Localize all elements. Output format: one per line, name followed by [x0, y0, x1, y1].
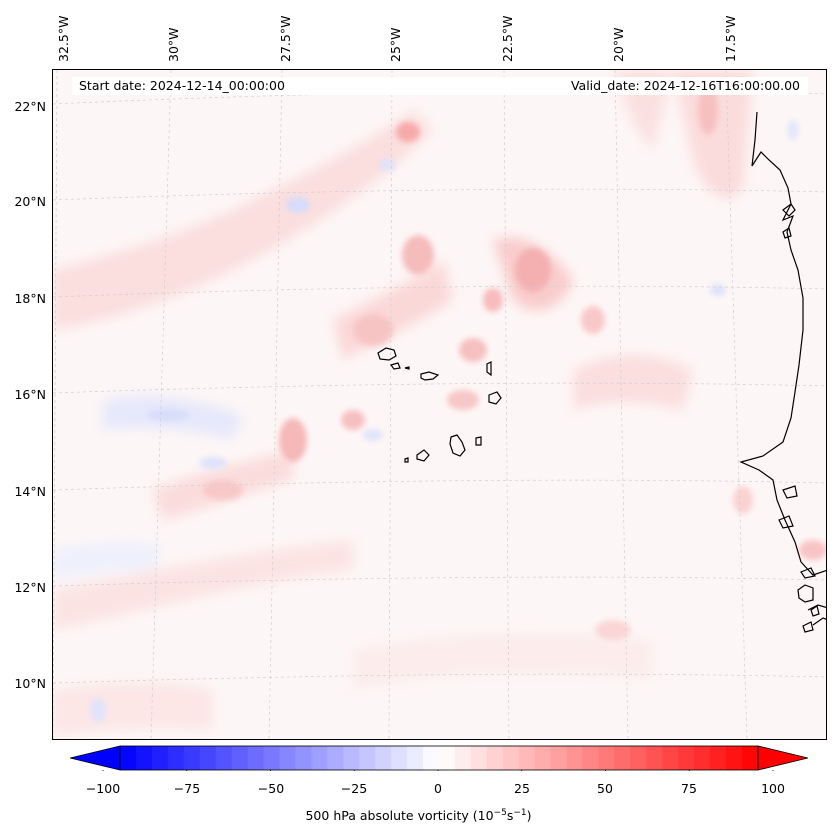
- africa-coastline: [739, 111, 826, 633]
- colorbar-segment: [662, 746, 679, 770]
- colorbar-tick-label: 50: [597, 781, 613, 796]
- start-date-label: Start date: 2024-12-14_00:00:00: [79, 78, 285, 93]
- lat-label-12n: 12°N: [14, 580, 46, 595]
- colorbar-segment: [407, 746, 424, 770]
- colorbar-segment: [215, 746, 233, 770]
- lon-label-27.5w: 27.5°W: [278, 15, 293, 62]
- lon-label-32.5w: 32.5°W: [56, 15, 71, 62]
- colorbar-segment: [454, 746, 472, 770]
- colorbar-segment: [710, 746, 727, 770]
- colorbar-tick-label: 75: [681, 781, 697, 796]
- colorbar-segment: [263, 746, 280, 770]
- colorbar-tick-label: 100: [761, 781, 785, 796]
- colorbar-segment: [391, 746, 408, 770]
- colorbar-segment: [630, 746, 647, 770]
- colorbar-segment: [534, 746, 552, 770]
- colorbar-segment: [295, 746, 312, 770]
- lon-label-30w: 30°W: [166, 27, 181, 62]
- vorticity-field-detail: [90, 85, 826, 722]
- lon-label-17.5w: 17.5°W: [723, 15, 738, 62]
- colorbar-segment: [694, 746, 711, 770]
- colorbar-segment: [311, 746, 328, 770]
- colorbar-segment: [439, 746, 456, 770]
- colorbar-tick-label: 0: [434, 781, 442, 796]
- lat-label-22n: 22°N: [14, 99, 46, 114]
- colorbar-segment: [199, 746, 217, 770]
- colorbar-segment: [120, 746, 137, 770]
- colorbar-tick-label: −75: [173, 781, 201, 796]
- colorbar-segment: [582, 746, 599, 770]
- cape-verde-islands: [377, 347, 502, 463]
- lat-label-14n: 14°N: [14, 484, 46, 499]
- colorbar-segment: [614, 746, 631, 770]
- lon-label-20w: 20°W: [611, 27, 626, 62]
- colorbar-segment: [167, 746, 185, 770]
- colorbar-segment: [423, 746, 440, 770]
- colorbar-segments: [120, 746, 759, 770]
- lon-label-25w: 25°W: [388, 27, 403, 62]
- colorbar-segment: [327, 746, 344, 770]
- header-background: [72, 77, 808, 95]
- lat-label-10n: 10°N: [14, 676, 46, 691]
- colorbar-segment: [518, 746, 536, 770]
- colorbar-segment: [247, 746, 265, 770]
- colorbar-segment: [151, 746, 169, 770]
- colorbar: [70, 745, 808, 771]
- colorbar-segment: [375, 746, 392, 770]
- colorbar-segment: [678, 746, 695, 770]
- colorbar-segment: [279, 746, 296, 770]
- map-canvas: [53, 70, 826, 739]
- colorbar-tick-label: −25: [340, 781, 368, 796]
- colorbar-segment: [550, 746, 568, 770]
- colorbar-tick-label: −100: [85, 781, 121, 796]
- lat-label-16n: 16°N: [14, 387, 46, 402]
- colorbar-label: 500 hPa absolute vorticity (10−5s−1): [305, 808, 532, 824]
- colorbar-segment: [502, 746, 520, 770]
- colorbar-segment: [183, 746, 201, 770]
- lat-label-20n: 20°N: [14, 194, 46, 209]
- graticule: [53, 70, 826, 739]
- colorbar-segment: [359, 746, 376, 770]
- colorbar-tick-label: −50: [257, 781, 285, 796]
- lon-label-22.5w: 22.5°W: [500, 15, 515, 62]
- colorbar-segment: [231, 746, 249, 770]
- vorticity-map: [52, 69, 827, 740]
- colorbar-outline: [119, 745, 759, 771]
- colorbar-segment: [470, 746, 488, 770]
- colorbar-segment: [343, 746, 360, 770]
- colorbar-min-arrow: [70, 745, 121, 771]
- colorbar-max-arrow: [757, 745, 808, 771]
- colorbar-segment: [135, 746, 153, 770]
- valid-date-label: Valid_date: 2024-12-16T16:00:00.00: [570, 78, 800, 93]
- colorbar-segment: [646, 746, 663, 770]
- colorbar-tickmarks: [102, 770, 774, 771]
- colorbar-segment: [566, 746, 584, 770]
- colorbar-segment: [486, 746, 504, 770]
- lat-label-18n: 18°N: [14, 291, 46, 306]
- colorbar-segment: [726, 746, 743, 770]
- colorbar-segment: [742, 746, 759, 770]
- colorbar-tick-label: 25: [514, 781, 530, 796]
- colorbar-segment: [598, 746, 615, 770]
